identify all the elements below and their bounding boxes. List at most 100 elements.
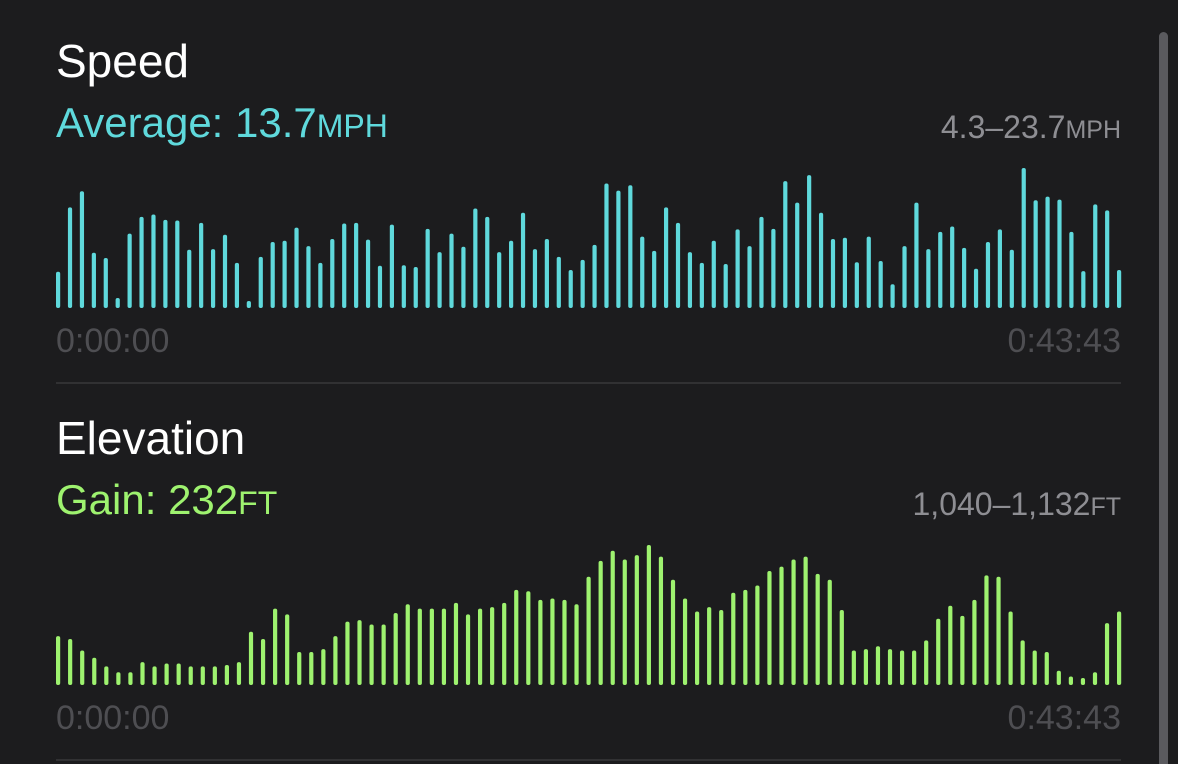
bar [140, 662, 145, 685]
bar [658, 556, 664, 685]
bar [902, 246, 907, 308]
bar [485, 216, 490, 308]
end-time: 0:43:43 [1008, 322, 1121, 360]
bar [682, 598, 688, 685]
bar [670, 579, 676, 685]
bar [461, 246, 466, 308]
bar [321, 649, 326, 685]
bar [830, 238, 836, 308]
bar [556, 256, 561, 308]
bar [285, 614, 290, 685]
metric-label: Average: [56, 99, 235, 146]
range: 1,040–1,132FT [913, 486, 1122, 522]
section-title: Elevation [56, 412, 245, 464]
bar [791, 559, 796, 685]
bar [807, 175, 812, 308]
bar [56, 636, 61, 685]
bar [80, 650, 85, 685]
bar [164, 663, 169, 685]
bar [818, 212, 824, 308]
bar [1033, 200, 1038, 308]
bar [707, 607, 712, 685]
metric-unit: MPH [317, 108, 388, 144]
bar [719, 610, 724, 685]
bar [747, 246, 752, 308]
bar [297, 651, 302, 685]
bar [139, 216, 144, 308]
bar [56, 271, 61, 308]
bar [1117, 269, 1122, 308]
bar [914, 202, 919, 308]
bar [1080, 678, 1086, 685]
bar [441, 608, 447, 685]
bar [646, 545, 651, 685]
bar [67, 207, 73, 308]
bar [152, 666, 157, 685]
bar [675, 222, 681, 308]
bar [151, 214, 156, 308]
bar [330, 238, 335, 308]
bar [984, 575, 989, 685]
bar [634, 555, 639, 685]
bar [1069, 231, 1074, 308]
bar [960, 615, 965, 685]
bar [187, 249, 192, 308]
bar [273, 608, 278, 685]
bar [1105, 210, 1110, 308]
bar [1021, 168, 1026, 308]
bar [926, 249, 931, 308]
bar [842, 237, 848, 308]
bar [890, 284, 895, 308]
bar [866, 236, 871, 308]
bar [200, 666, 205, 685]
bar [851, 650, 856, 685]
bar [413, 267, 418, 308]
bar [92, 657, 97, 685]
bar [1093, 204, 1098, 308]
section-title: Speed [56, 35, 189, 87]
range-values: 4.3–23.7 [941, 109, 1066, 145]
scrollbar[interactable] [1159, 32, 1168, 764]
bar [640, 236, 645, 308]
bar [369, 624, 374, 685]
bar [401, 265, 406, 308]
bar [1009, 249, 1014, 308]
bar [839, 610, 844, 685]
range-unit: MPH [1065, 116, 1121, 144]
bar [188, 666, 193, 685]
bar [449, 233, 454, 308]
bar [199, 222, 204, 308]
bar [103, 258, 108, 308]
range: 4.3–23.7MPH [941, 109, 1121, 145]
bar [779, 566, 784, 685]
bar [1008, 611, 1013, 685]
metric-summary: Average: 13.7MPH [56, 99, 388, 146]
bar [652, 250, 657, 308]
bar [924, 640, 929, 685]
bar [465, 614, 471, 685]
bar [687, 252, 693, 308]
bar [695, 611, 700, 685]
bar [783, 181, 788, 308]
bar [212, 666, 217, 685]
bar [333, 636, 338, 685]
bar [985, 241, 991, 308]
metric-value: 232 [168, 476, 238, 523]
range-unit: FT [1090, 493, 1121, 521]
bar [453, 602, 459, 685]
bar [948, 605, 953, 685]
bar [357, 620, 362, 685]
bar [699, 262, 704, 308]
bar [735, 229, 740, 308]
bar [116, 672, 121, 685]
bar [827, 579, 832, 685]
bar [711, 240, 716, 308]
bar [1068, 676, 1073, 685]
bar [580, 259, 585, 308]
bar [610, 550, 615, 685]
bar [586, 576, 591, 685]
bar [1044, 651, 1049, 685]
bar [550, 598, 555, 685]
bar [604, 183, 609, 308]
